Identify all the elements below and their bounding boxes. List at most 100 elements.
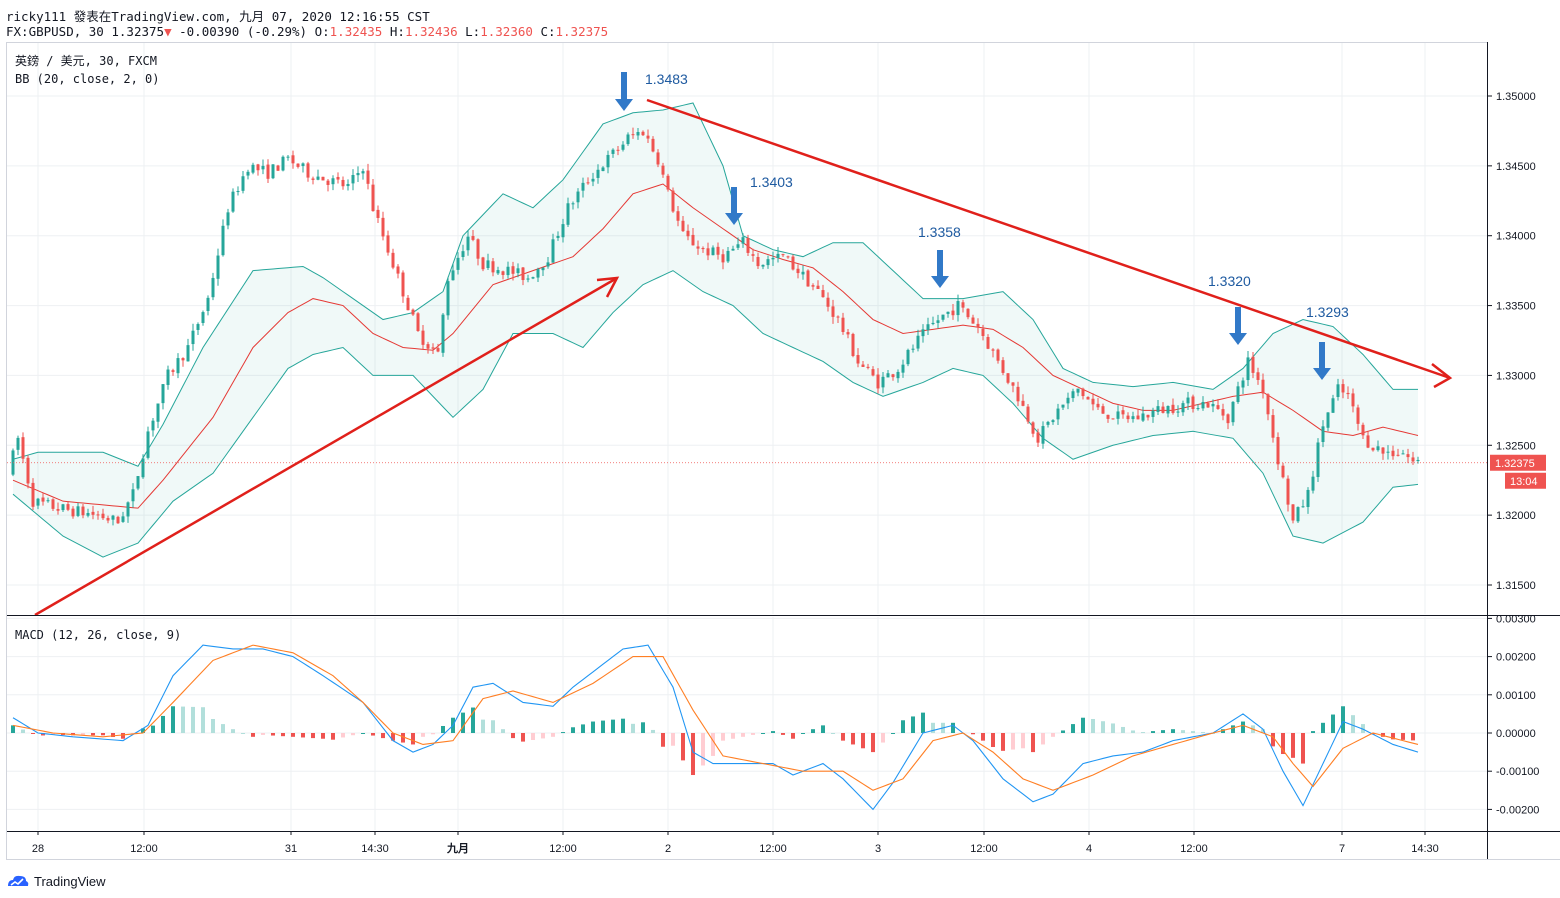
candle-body: [91, 511, 95, 515]
candle-body: [21, 437, 25, 459]
candle-body: [1071, 391, 1075, 399]
brand-name: TradingView: [34, 873, 106, 889]
current-price-badge: [1490, 454, 1546, 471]
symbol-title: 英鎊 / 美元, 30, FXCM: [15, 53, 157, 68]
macd-line: [12, 644, 1419, 811]
candle-body: [341, 179, 345, 187]
candle-body: [356, 173, 360, 176]
candle-body: [1061, 404, 1065, 408]
candle-body: [546, 262, 550, 267]
price-change: -0.00390 (-0.29%): [179, 24, 308, 39]
candle-body: [1036, 432, 1040, 443]
uptrend-line: [34, 276, 618, 617]
time-tick-label: 7: [1339, 843, 1345, 855]
candle-body: [531, 277, 535, 279]
macd-histogram-bar: [1191, 731, 1195, 733]
candle-body: [1231, 401, 1235, 423]
candle-body: [1276, 437, 1280, 465]
candle-body: [846, 332, 850, 335]
candle-body: [1411, 457, 1415, 462]
macd-tick-label: -0.00200: [1496, 804, 1539, 816]
candle-body: [1166, 405, 1170, 414]
candle-body: [396, 266, 400, 274]
pane-frames: [6, 42, 1560, 860]
macd-indicator-label[interactable]: MACD (12, 26, close, 9): [15, 628, 181, 642]
macd-histogram-bar: [911, 716, 915, 733]
candle-body: [1401, 453, 1405, 455]
bb-indicator-label[interactable]: BB (20, close, 2, 0): [15, 72, 160, 86]
candle-body: [206, 297, 210, 312]
candle-body: [676, 211, 680, 221]
candle-body: [981, 328, 985, 336]
macd-histogram-bar: [541, 733, 545, 739]
candle-body: [1146, 414, 1150, 418]
candle-body: [161, 384, 165, 404]
candle-body: [331, 178, 335, 185]
macd-histogram-bar: [901, 720, 905, 733]
candle-body: [1301, 506, 1305, 508]
candle-body: [686, 230, 690, 237]
candle-body: [526, 278, 530, 280]
candle-body: [626, 134, 630, 145]
candle-body: [896, 371, 900, 379]
candle-body: [431, 347, 435, 349]
candle-body: [131, 489, 135, 502]
footer-brand[interactable]: TradingView: [6, 870, 106, 892]
candle-body: [1306, 489, 1310, 508]
macd-histogram-bar: [771, 731, 775, 733]
macd-histogram-bar: [121, 733, 125, 739]
candle-body: [1046, 421, 1050, 425]
macd-histogram-bar: [811, 729, 815, 733]
macd-histogram-bar: [1291, 733, 1295, 758]
macd-histogram-bar: [921, 712, 925, 733]
macd-histogram-bar: [261, 733, 265, 735]
candle-body: [41, 497, 45, 502]
macd-histogram-bar: [1041, 733, 1045, 745]
candle-body: [616, 149, 620, 151]
macd-histogram-bar: [31, 733, 35, 734]
macd-histogram-bar: [381, 733, 385, 739]
candle-body: [891, 374, 895, 378]
candle-body: [556, 235, 560, 238]
candle-body: [361, 171, 365, 174]
candle-body: [456, 257, 460, 270]
macd-histogram-bar: [551, 733, 555, 737]
candle-body: [451, 270, 455, 281]
candle-body: [1026, 406, 1030, 422]
candle-body: [416, 313, 420, 332]
macd-axis[interactable]: 0.00300 0.00200 0.00100 0.00000 -0.00100 -0.0…: [1487, 613, 1539, 816]
resistance-label: 1.3320: [1208, 273, 1251, 289]
resistance-label: 1.3403: [750, 174, 793, 190]
macd-histogram-bar: [711, 733, 715, 756]
macd-histogram-bar: [621, 718, 625, 733]
price-axis[interactable]: 1.35000 1.34500 1.34000 1.33500 1.33000 1.325…: [1487, 91, 1546, 592]
macd-histogram-bar: [371, 733, 375, 736]
candle-body: [96, 514, 100, 516]
macd-histogram-bar: [781, 733, 785, 735]
bb-upper-band: [12, 102, 1418, 467]
candle-body: [406, 297, 410, 311]
candle-body: [1121, 410, 1125, 415]
macd-histogram-bar: [1091, 718, 1095, 733]
price-tick-label: 1.31500: [1496, 580, 1536, 592]
candle-body: [466, 236, 470, 251]
candle-body: [1371, 447, 1375, 451]
candle-body: [1291, 504, 1295, 521]
candle-body: [976, 323, 980, 328]
candle-body: [841, 317, 845, 332]
candle-body: [476, 239, 480, 259]
candle-body: [661, 165, 665, 175]
candle-body: [1101, 406, 1105, 414]
candle-body: [201, 312, 205, 323]
low-value: 1.32360: [480, 24, 533, 39]
candle-body: [1386, 451, 1390, 453]
candle-body: [1181, 403, 1185, 413]
candle-body: [806, 270, 810, 287]
candle-body: [936, 320, 940, 323]
macd-histogram-bar: [221, 724, 225, 733]
candle-body: [761, 264, 765, 267]
macd-histogram-bar: [641, 722, 645, 733]
candle-body: [366, 170, 370, 184]
time-axis[interactable]: 28 12:00 31 14:30 九月 12:00 2 12:00 3 12:00 4 12:00 7…: [32, 831, 1439, 855]
